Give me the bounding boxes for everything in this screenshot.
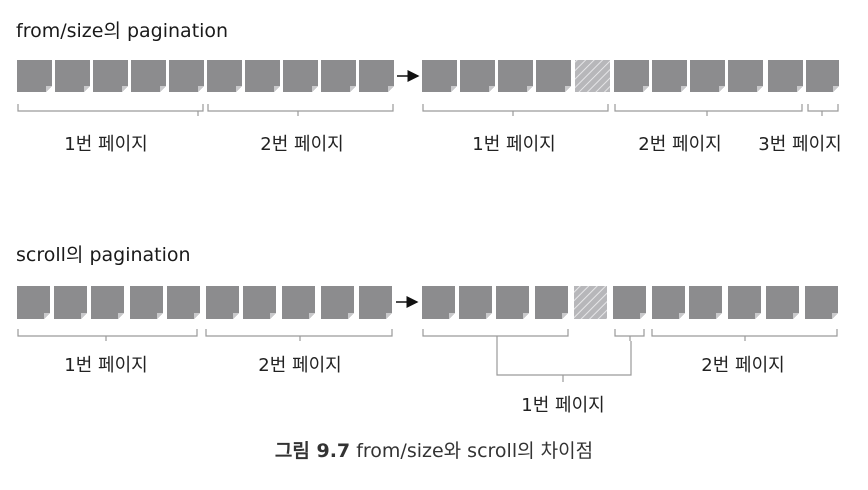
- doc-block: [806, 60, 839, 92]
- page-label: 1번 페이지: [64, 355, 147, 376]
- doc-block: [613, 286, 646, 319]
- doc-block: [243, 286, 276, 319]
- page-label: 3번 페이지: [758, 134, 841, 155]
- page-bracket: [807, 104, 839, 116]
- doc-block: [321, 60, 356, 92]
- page-bracket: [614, 329, 645, 341]
- doc-block: [690, 60, 725, 92]
- page-bracket: [651, 329, 838, 341]
- page-bracket: [422, 329, 569, 341]
- doc-block: [245, 60, 280, 92]
- doc-block: [130, 286, 163, 319]
- scroll-after-row: [422, 286, 838, 319]
- doc-block: [206, 286, 239, 319]
- doc-block: [459, 286, 492, 319]
- doc-block: [728, 286, 761, 319]
- page-bracket: [496, 341, 632, 382]
- doc-block: [535, 286, 568, 319]
- doc-block: [207, 60, 242, 92]
- page-bracket: [17, 329, 198, 341]
- doc-block: [614, 60, 649, 92]
- figure-caption-text: from/size와 scroll의 차이점: [356, 440, 594, 462]
- page-label: 1번 페이지: [64, 134, 147, 155]
- doc-block: [536, 60, 571, 92]
- figure-number: 그림 9.7: [274, 440, 351, 462]
- doc-block: [652, 60, 687, 92]
- doc-block: [460, 60, 495, 92]
- doc-block: [282, 286, 315, 319]
- page-bracket: [17, 104, 204, 116]
- page-label: 2번 페이지: [638, 134, 721, 155]
- page-bracket: [614, 104, 803, 116]
- doc-block: [728, 60, 763, 92]
- page-label: 2번 페이지: [701, 355, 784, 376]
- page-label: 1번 페이지: [521, 395, 604, 416]
- doc-block: [359, 286, 392, 319]
- doc-block: [283, 60, 318, 92]
- doc-block: [766, 286, 799, 319]
- doc-block: [131, 60, 166, 92]
- doc-block: [167, 286, 200, 319]
- doc-block: [359, 60, 394, 92]
- section-title-from-size: from/size의 pagination: [16, 20, 229, 42]
- doc-block: [768, 60, 803, 92]
- from-size-after-row: [422, 60, 839, 92]
- doc-block: [17, 286, 50, 319]
- doc-block: [54, 286, 87, 319]
- doc-block: [321, 286, 354, 319]
- section-title-scroll: scroll의 pagination: [16, 244, 191, 266]
- from-size-before-row: [17, 60, 394, 92]
- doc-block: [652, 286, 685, 319]
- page-bracket: [422, 104, 609, 116]
- doc-block: [805, 286, 838, 319]
- page-label: 2번 페이지: [258, 355, 341, 376]
- page-bracket: [207, 104, 394, 116]
- doc-block: [17, 60, 52, 92]
- pagination-diagram: 1번 페이지 2번 페이지 1번 페이지 2번 페이지 3번 페이지: [17, 60, 842, 416]
- page-label: 2번 페이지: [260, 134, 343, 155]
- doc-block: [498, 60, 533, 92]
- page-label: 1번 페이지: [472, 134, 555, 155]
- doc-block: [169, 60, 204, 92]
- doc-block: [689, 286, 722, 319]
- page-bracket: [205, 329, 393, 341]
- deleted-doc-block: [574, 286, 607, 319]
- doc-block: [496, 286, 529, 319]
- doc-block: [422, 286, 455, 319]
- doc-block: [55, 60, 90, 92]
- deleted-doc-block: [575, 60, 610, 92]
- doc-block: [422, 60, 457, 92]
- scroll-before-row: [17, 286, 392, 319]
- doc-block: [93, 60, 128, 92]
- figure-caption: 그림 9.7 from/size와 scroll의 차이점: [0, 436, 868, 463]
- doc-block: [91, 286, 124, 319]
